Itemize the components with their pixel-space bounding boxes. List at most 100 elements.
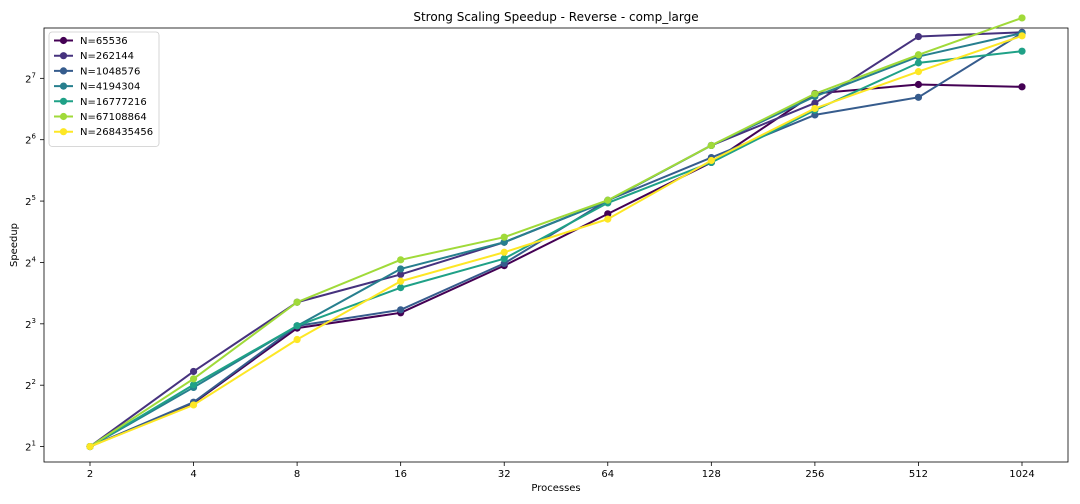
x-tick-label: 32: [498, 469, 511, 480]
legend-box: [48, 31, 160, 147]
y-tick-base: 2: [25, 136, 31, 147]
data-point: [189, 381, 198, 389]
legend-marker: [59, 52, 68, 60]
series-line: [89, 16, 1023, 448]
y-tick-label: 24: [25, 255, 36, 269]
x-tick-label: 16: [394, 469, 407, 480]
legend-marker: [59, 82, 68, 90]
legend-item: N=262144: [54, 51, 134, 62]
x-tick-label: 64: [601, 469, 614, 480]
data-point: [500, 255, 508, 263]
legend-label: N=268435456: [80, 127, 153, 138]
y-tick-exponent: 2: [32, 378, 36, 386]
y-tick-label: 27: [25, 71, 36, 85]
data-point: [914, 51, 923, 59]
data-point: [397, 256, 405, 264]
y-tick-exponent: 1: [32, 440, 36, 448]
series-layer: [86, 14, 1026, 451]
series-line: [89, 34, 1023, 448]
data-point: [293, 322, 301, 330]
data-point: [604, 196, 612, 204]
x-tick-label: 128: [702, 469, 721, 480]
x-axis-label: Processes: [531, 483, 580, 494]
data-point: [914, 59, 923, 67]
legend-label: N=4194304: [80, 82, 140, 93]
data-point: [293, 298, 301, 306]
data-point: [1018, 14, 1026, 22]
x-tick-label: 512: [909, 469, 928, 480]
data-point: [189, 375, 198, 383]
legend-label: N=65536: [80, 36, 128, 47]
legend-item: N=65536: [54, 36, 128, 47]
data-point: [914, 93, 923, 101]
y-tick-exponent: 4: [32, 255, 37, 263]
data-point: [293, 335, 301, 344]
x-tick-label: 2: [87, 469, 93, 480]
data-point: [914, 68, 923, 76]
y-tick-exponent: 6: [32, 133, 37, 141]
legend-marker: [59, 112, 68, 121]
x-tick-label: 1024: [1009, 469, 1034, 480]
data-point: [500, 233, 508, 241]
data-point: [397, 270, 405, 279]
legend-item: N=4194304: [54, 82, 140, 93]
legend-label: N=1048576: [80, 66, 140, 77]
x-tick-label: 4: [190, 469, 196, 480]
data-point: [189, 401, 198, 409]
y-tick-exponent: 3: [32, 317, 36, 325]
data-point: [1018, 83, 1026, 91]
x-tick-label: 8: [294, 469, 300, 480]
x-tick-label: 256: [805, 469, 824, 480]
y-tick-label: 26: [25, 133, 36, 147]
y-tick-label: 22: [25, 378, 36, 392]
legend-label: N=16777216: [80, 97, 147, 108]
data-point: [1018, 32, 1026, 40]
legend-item: N=1048576: [54, 66, 140, 77]
data-point: [707, 141, 715, 150]
legend-marker: [59, 67, 68, 75]
data-point: [811, 90, 819, 98]
data-point: [397, 265, 405, 273]
data-point: [500, 248, 508, 256]
series-line: [89, 50, 1023, 448]
data-point: [397, 306, 405, 314]
data-point: [189, 367, 198, 376]
x-axis: 2 4 8 16 32 64 128 256 512 1024: [87, 462, 1035, 480]
chart-title: Strong Scaling Speedup - Reverse - comp_…: [413, 10, 698, 24]
legend-label: N=262144: [80, 51, 134, 62]
data-point: [811, 99, 819, 107]
data-point: [914, 32, 923, 41]
data-point: [811, 104, 819, 113]
data-point: [500, 238, 508, 246]
y-tick-exponent: 5: [32, 194, 36, 202]
y-tick-label: 25: [25, 194, 36, 208]
y-tick-base: 2: [25, 258, 31, 269]
legend-item: N=268435456: [54, 127, 153, 138]
legend-marker: [59, 36, 68, 45]
y-tick-exponent: 7: [32, 71, 36, 79]
series-6: [86, 32, 1026, 451]
legend-item: N=67108864: [54, 112, 147, 123]
y-tick-label: 21: [25, 440, 36, 454]
y-tick-base: 2: [25, 320, 31, 331]
legend-marker: [59, 97, 68, 105]
y-tick-base: 2: [25, 197, 31, 208]
data-point: [707, 156, 715, 165]
data-point: [604, 210, 612, 218]
data-point: [604, 215, 612, 223]
legend-label: N=67108864: [80, 112, 147, 123]
legend: N=65536 N=262144 N=1048576 N=4194304 N=16777…: [48, 31, 160, 147]
y-tick-base: 2: [25, 381, 31, 392]
y-tick-label: 23: [25, 317, 36, 331]
y-tick-base: 2: [25, 443, 31, 454]
legend-marker: [59, 128, 68, 136]
legend-item: N=16777216: [54, 97, 147, 108]
series-line: [89, 32, 1023, 448]
data-point: [1018, 47, 1026, 55]
y-tick-base: 2: [25, 74, 31, 85]
data-point: [914, 80, 923, 89]
